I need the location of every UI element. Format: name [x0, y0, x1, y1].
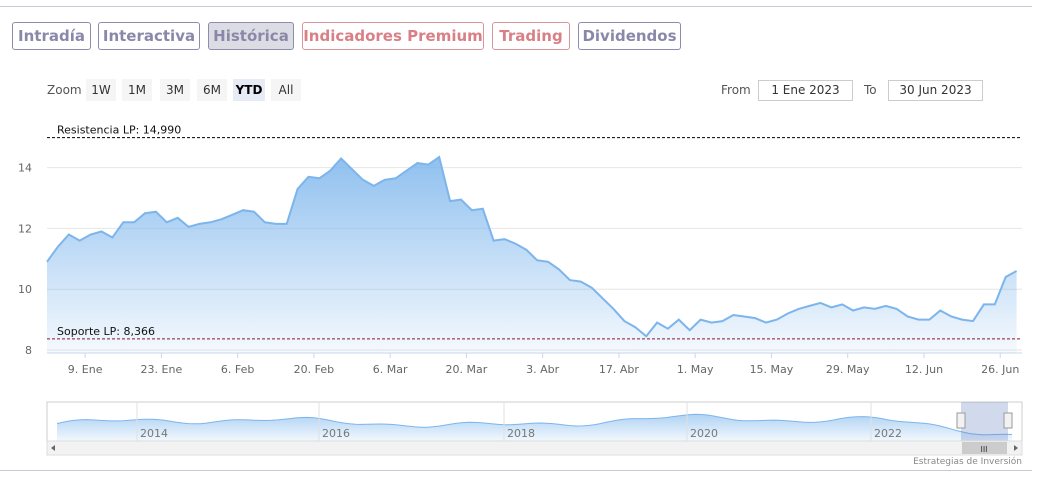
annotation-label: Soporte LP: 8,366 — [57, 325, 155, 338]
credit-text: Estrategias de Inversión — [913, 457, 1022, 467]
from-label: From — [721, 83, 751, 97]
bottom-divider — [0, 470, 1032, 471]
tab-interactiva[interactable]: Interactiva — [98, 22, 200, 50]
x-tick-label: 6. Mar — [373, 363, 408, 376]
navigator-year-label: 2022 — [874, 427, 902, 440]
navigator-line — [56, 413, 1013, 436]
tab-intradia[interactable]: Intradía — [12, 22, 91, 50]
x-tick-label: 1. May — [677, 363, 714, 376]
price-line — [46, 155, 1018, 338]
zoom-3m-button[interactable]: 3M — [160, 79, 190, 101]
zoom-1w-button[interactable]: 1W — [86, 79, 116, 101]
annotation-label: Resistencia LP: 14,990 — [57, 124, 181, 137]
y-tick-label: 14 — [18, 162, 32, 175]
x-tick-label: 12. Jun — [905, 363, 943, 376]
scroll-right-icon[interactable] — [1014, 445, 1018, 451]
x-tick-label: 9. Ene — [68, 363, 103, 376]
top-divider — [0, 6, 1032, 7]
x-tick-label: 29. May — [826, 363, 870, 376]
navigator-year-label: 2018 — [507, 427, 535, 440]
x-tick-label: 6. Feb — [221, 363, 254, 376]
y-tick-label: 8 — [25, 344, 32, 357]
price-area — [47, 157, 1017, 353]
x-tick-label: 23. Ene — [141, 363, 183, 376]
to-label: To — [864, 83, 877, 97]
navigator-selection[interactable] — [961, 402, 1008, 441]
navigator-year-label: 2020 — [690, 427, 718, 440]
x-tick-label: 3. Abr — [526, 363, 559, 376]
to-date-input[interactable]: 30 Jun 2023 — [888, 80, 983, 101]
y-tick-label: 10 — [18, 283, 32, 296]
navigator-year-label: 2016 — [322, 427, 350, 440]
tab-historica[interactable]: Histórica — [208, 22, 294, 50]
x-tick-label: 20. Mar — [446, 363, 488, 376]
zoom-label: Zoom — [47, 83, 82, 97]
navigator-handle[interactable] — [1003, 412, 1013, 429]
from-date-input[interactable]: 1 Ene 2023 — [758, 80, 853, 101]
tab-dividendos[interactable]: Dividendos — [578, 22, 681, 50]
x-tick-label: 17. Abr — [599, 363, 639, 376]
navigator-year-label: 2014 — [140, 427, 168, 440]
navigator-frame — [46, 401, 1023, 442]
x-tick-label: 15. May — [750, 363, 794, 376]
navigator-handle[interactable] — [956, 412, 966, 429]
zoom-6m-button[interactable]: 6M — [197, 79, 227, 101]
tab-trading[interactable]: Trading — [492, 22, 570, 50]
y-tick-label: 12 — [18, 222, 32, 235]
x-tick-label: 26. Jun — [981, 363, 1019, 376]
tab-indicadores-premium[interactable]: Indicadores Premium — [302, 22, 484, 50]
scrollbar-grip: III — [980, 445, 987, 454]
navigator-area — [57, 414, 1012, 441]
zoom-1m-button[interactable]: 1M — [122, 79, 152, 101]
scrollbar-thumb[interactable] — [962, 442, 1007, 454]
x-tick-label: 20. Feb — [294, 363, 334, 376]
scroll-left-icon[interactable] — [51, 445, 55, 451]
zoom-all-button[interactable]: All — [271, 79, 301, 101]
zoom-ytd-button[interactable]: YTD — [233, 79, 265, 101]
scrollbar-track[interactable] — [46, 440, 1023, 456]
